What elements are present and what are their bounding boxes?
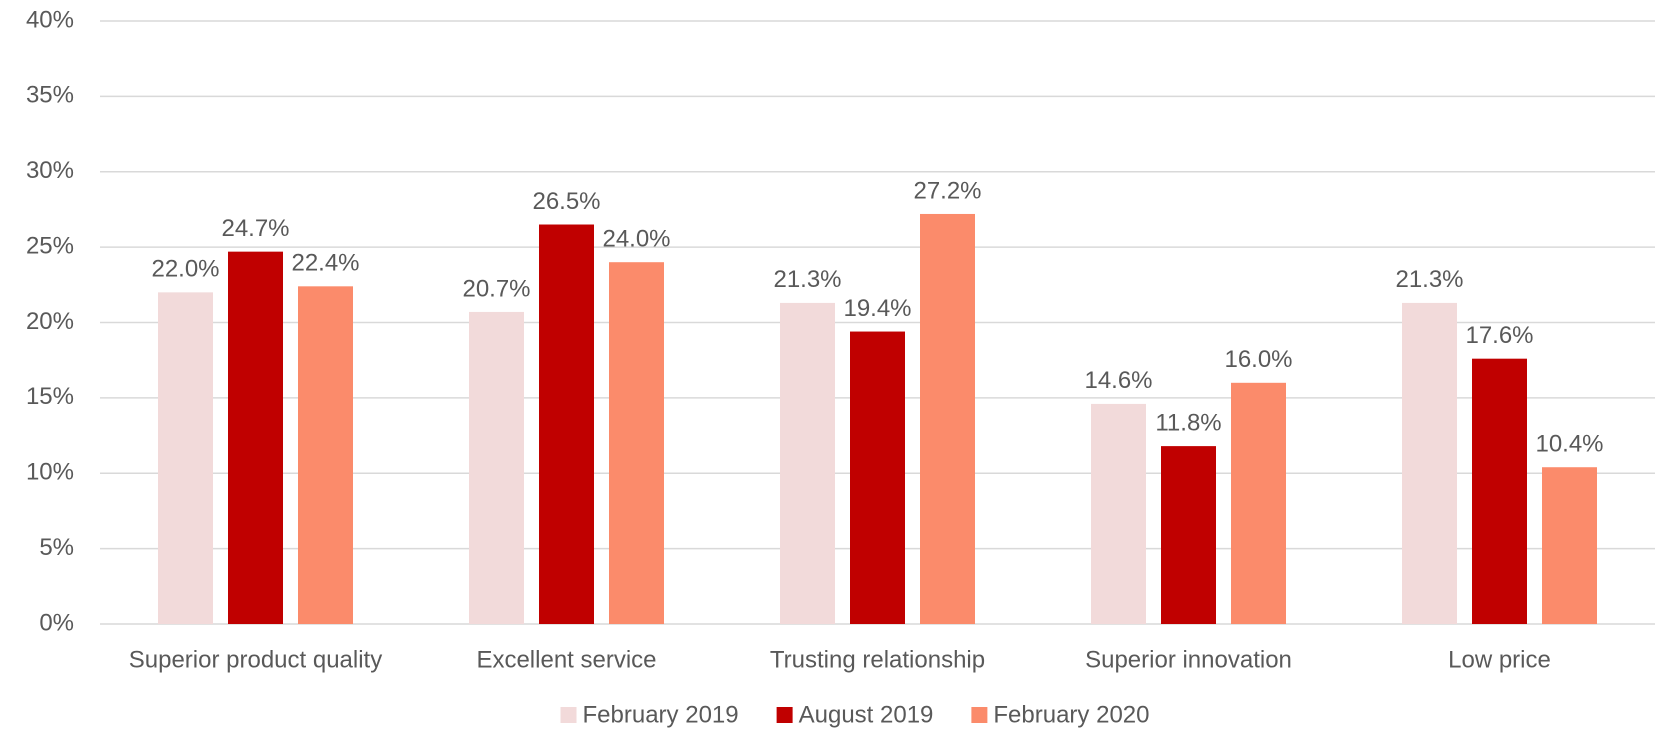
value-label: 17.6% xyxy=(1465,322,1533,349)
y-tick-label: 5% xyxy=(39,534,74,561)
bar xyxy=(780,302,835,624)
y-tick-label: 25% xyxy=(26,232,74,259)
y-tick-label: 35% xyxy=(26,82,74,109)
y-tick-label: 40% xyxy=(26,6,74,33)
bar xyxy=(1542,467,1597,624)
bar xyxy=(1472,358,1527,624)
bar xyxy=(609,262,664,624)
bar xyxy=(1161,446,1216,624)
value-label: 22.4% xyxy=(291,250,359,277)
value-label: 26.5% xyxy=(532,188,600,215)
value-label: 20.7% xyxy=(462,275,530,302)
value-label: 22.0% xyxy=(151,256,219,283)
y-tick-label: 20% xyxy=(26,308,74,335)
legend-label: August 2019 xyxy=(799,701,934,728)
x-tick-label: Low price xyxy=(1448,646,1551,673)
bar xyxy=(850,331,905,624)
bar xyxy=(469,311,524,624)
value-label: 24.0% xyxy=(602,226,670,253)
legend-swatch xyxy=(776,707,793,723)
bar xyxy=(158,292,213,624)
value-label: 19.4% xyxy=(843,295,911,322)
x-tick-label: Superior product quality xyxy=(129,646,382,673)
value-label: 10.4% xyxy=(1535,431,1603,458)
value-label: 11.8% xyxy=(1155,409,1221,436)
value-label: 16.0% xyxy=(1224,346,1292,373)
legend-swatch xyxy=(560,707,577,723)
x-tick-label: Superior innovation xyxy=(1085,646,1292,673)
bar xyxy=(1402,302,1457,624)
value-label: 24.7% xyxy=(221,215,289,242)
value-label: 14.6% xyxy=(1084,367,1152,394)
x-tick-label: Excellent service xyxy=(476,646,656,673)
x-tick-label: Trusting relationship xyxy=(770,646,985,673)
bar xyxy=(228,251,283,624)
value-label: 27.2% xyxy=(913,177,981,204)
value-label: 21.3% xyxy=(773,266,841,293)
bar xyxy=(539,224,594,624)
y-tick-label: 15% xyxy=(26,383,74,410)
bar xyxy=(1231,382,1286,624)
value-label: 21.3% xyxy=(1395,266,1463,293)
bar xyxy=(1091,403,1146,624)
y-tick-label: 10% xyxy=(26,459,74,486)
bar xyxy=(920,213,975,624)
y-tick-label: 0% xyxy=(39,609,74,636)
y-tick-label: 30% xyxy=(26,157,74,184)
bar xyxy=(298,286,353,624)
legend-label: February 2019 xyxy=(583,701,739,728)
legend-label: February 2020 xyxy=(993,701,1149,728)
legend-swatch xyxy=(971,707,988,723)
